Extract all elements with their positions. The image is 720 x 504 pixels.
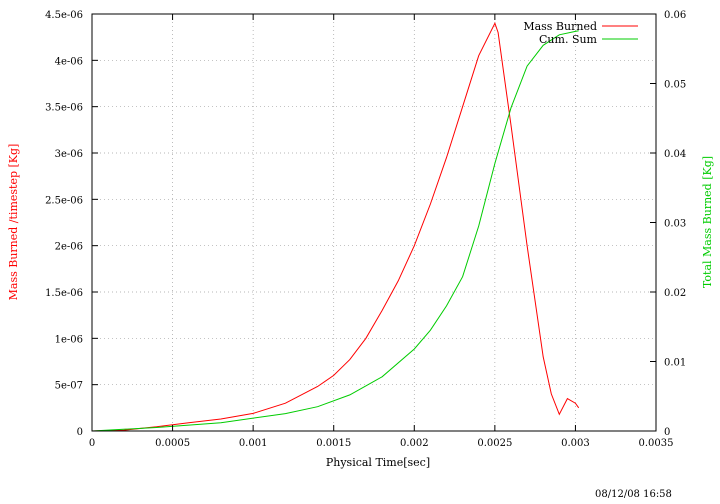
y2-tick-label: 0.06 bbox=[664, 10, 686, 21]
y-tick-label: 1.5e-06 bbox=[45, 288, 83, 299]
y-tick-label: 5e-07 bbox=[55, 381, 83, 392]
y-tick-label: 4e-06 bbox=[55, 56, 83, 67]
y-tick-label: 2.5e-06 bbox=[45, 195, 83, 206]
tick-marks bbox=[91, 13, 657, 432]
y-tick-label: 1e-06 bbox=[55, 334, 83, 345]
y2-tick-label: 0.02 bbox=[664, 288, 686, 299]
y2-tick-label: 0 bbox=[664, 427, 670, 438]
legend-label-mass-burned: Mass Burned bbox=[523, 20, 597, 33]
series-cum-sum bbox=[91, 30, 579, 432]
legend: Mass Burned Cum. Sum bbox=[523, 20, 638, 46]
y2-axis-label: Total Mass Burned [Kg] bbox=[701, 156, 714, 288]
x-tick-label: 0.0025 bbox=[477, 438, 512, 449]
gridlines bbox=[92, 14, 656, 431]
x-axis-label: Physical Time[sec] bbox=[326, 456, 430, 469]
y2-tick-labels: 0 0.01 0.02 0.03 0.04 0.05 0.06 bbox=[664, 10, 686, 438]
y2-tick-label: 0.05 bbox=[664, 80, 686, 91]
x-tick-label: 0.003 bbox=[561, 438, 590, 449]
y2-tick-label: 0.03 bbox=[664, 219, 686, 230]
x-tick-label: 0 bbox=[89, 438, 95, 449]
x-tick-label: 0.0035 bbox=[639, 438, 674, 449]
y2-tick-label: 0.04 bbox=[664, 149, 686, 160]
y-tick-label: 4.5e-06 bbox=[45, 10, 83, 21]
x-tick-label: 0.002 bbox=[400, 438, 429, 449]
mass-burned-line bbox=[91, 22, 580, 432]
y-tick-labels: 0 5e-07 1e-06 1.5e-06 2e-06 2.5e-06 3e-06 3.5e-… bbox=[45, 10, 83, 438]
x-tick-labels: 0 0.0005 0.001 0.0015 0.002 0.0025 0.003 0.0035 bbox=[89, 438, 674, 449]
x-tick-label: 0.001 bbox=[239, 438, 268, 449]
y2-tick-label: 0.01 bbox=[664, 358, 686, 369]
y-tick-label: 0 bbox=[77, 427, 83, 438]
y-tick-label: 3.5e-06 bbox=[45, 103, 83, 114]
legend-label-cum-sum: Cum. Sum bbox=[539, 33, 598, 46]
plot-frame bbox=[91, 13, 657, 432]
timestamp: 08/12/08 16:58 bbox=[595, 489, 672, 500]
y-axis-label: Mass Burned /timestep [Kg] bbox=[7, 144, 20, 301]
y-tick-label: 3e-06 bbox=[55, 149, 83, 160]
x-tick-label: 0.0015 bbox=[316, 438, 351, 449]
cum-sum-line bbox=[91, 30, 579, 432]
x-tick-label: 0.0005 bbox=[155, 438, 190, 449]
series-mass-burned bbox=[91, 22, 580, 432]
y-tick-label: 2e-06 bbox=[55, 242, 83, 253]
